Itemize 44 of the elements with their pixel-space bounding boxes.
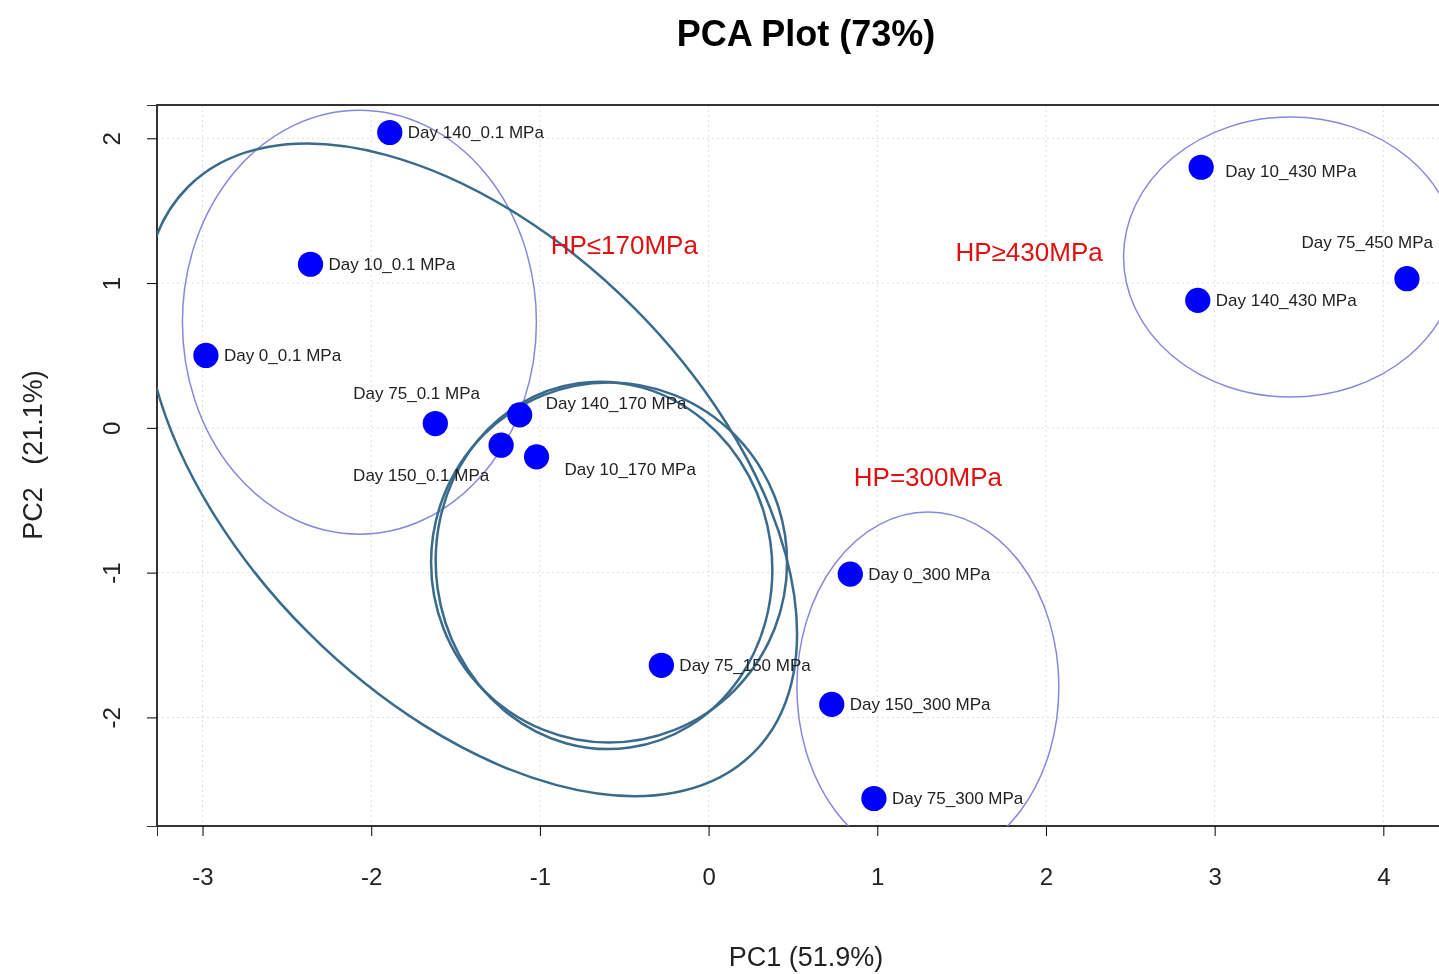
x-tick-label: 0 (702, 863, 716, 891)
x-tick-label: -2 (361, 863, 383, 891)
annotation: Day 75_450 MPa (1301, 232, 1434, 252)
y-tick-label: 0 (98, 421, 126, 436)
y-axis-title: PC2 (21.1%) (18, 370, 48, 540)
point (488, 432, 514, 458)
annotation: Day 10_170 MPa (564, 459, 697, 479)
x-tick-label: 4 (1377, 863, 1391, 891)
annotation: Day 75_0.1 MPa (353, 384, 481, 404)
point (523, 444, 550, 470)
annotation: Day 10_0.1 MPa (328, 255, 456, 275)
x-tick-label: -3 (192, 863, 214, 891)
point (1394, 266, 1420, 292)
annotation: Day 75_300 MPa (891, 789, 1024, 809)
point (837, 561, 863, 587)
y-tick-label: 1 (98, 276, 126, 291)
point (819, 691, 845, 717)
y-tick-label: -1 (98, 562, 126, 584)
point (861, 785, 887, 812)
y-tick-label: 2 (98, 132, 126, 146)
point (1185, 287, 1211, 314)
point (193, 342, 219, 369)
annotation: Day 140_0.1 MPa (407, 123, 545, 143)
x-axis-title: PC1 (51.9%) (728, 942, 884, 972)
annotation: Day 150_300 MPa (849, 695, 992, 715)
point (507, 402, 533, 428)
chart-title: PCA Plot (73%) (676, 13, 936, 54)
x-tick-label: 1 (871, 863, 885, 891)
annotation: Day 140_430 MPa (1215, 291, 1358, 311)
annotation: Day 150_0.1 MPa (353, 466, 490, 486)
annotation: Day 10_430 MPa (1225, 162, 1358, 182)
x-tick-label: 3 (1208, 863, 1222, 891)
annotation: Day 0_0.1 MPa (223, 346, 342, 366)
point (1188, 154, 1214, 180)
annotation: HP≥430MPa (955, 237, 1104, 268)
point (297, 251, 324, 277)
annotation: Day 0_300 MPa (868, 565, 991, 585)
y-tick-label: -2 (98, 707, 126, 729)
annotation: HP=300MPa (853, 461, 1003, 492)
point (648, 652, 674, 678)
x-tick-label: 2 (1039, 863, 1054, 891)
x-tick-label: -1 (529, 863, 552, 891)
point (377, 119, 403, 146)
point (422, 410, 448, 437)
